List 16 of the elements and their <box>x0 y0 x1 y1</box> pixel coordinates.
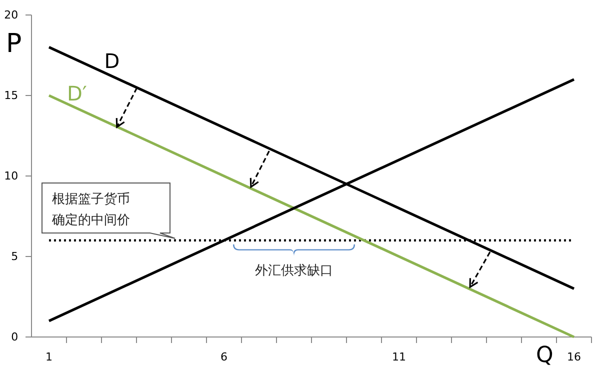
callout-box: 根据篮子货币确定的中间价 <box>42 182 176 239</box>
y-tick-label: 15 <box>4 89 18 102</box>
series-label: D′ <box>67 81 88 106</box>
annotation: 外汇供求缺口 <box>255 263 333 278</box>
series-label: D <box>104 49 120 74</box>
x-tick-label: 11 <box>392 350 406 364</box>
y-tick-label: 10 <box>4 170 18 183</box>
y-tick-label: 20 <box>4 8 18 22</box>
x-tick-label: 1 <box>46 350 52 364</box>
x-axis-title: Q <box>536 343 554 368</box>
x-tick-label: 16 <box>567 350 581 364</box>
y-tick-label: 5 <box>11 250 18 264</box>
y-axis-title: P <box>6 29 22 59</box>
ref-line-label: 根据篮子货币确定的中间价 <box>51 192 130 228</box>
y-tick-label: 0 <box>11 330 18 344</box>
x-tick-label: 6 <box>220 350 228 364</box>
